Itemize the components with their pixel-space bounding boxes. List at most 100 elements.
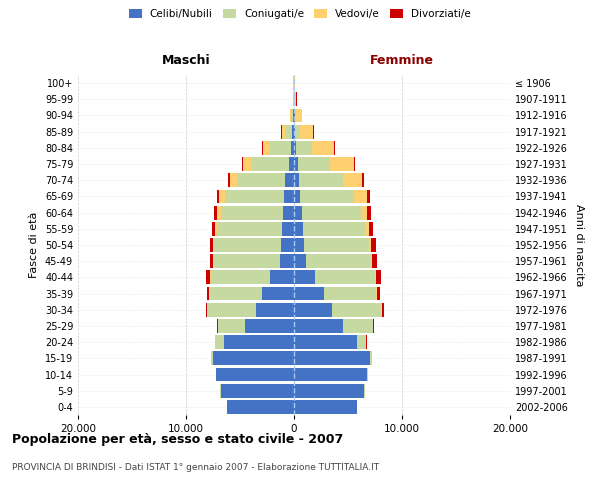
Bar — [294, 157, 298, 171]
Bar — [206, 303, 207, 316]
Bar — [302, 206, 361, 220]
Text: PROVINCIA DI BRINDISI - Dati ISTAT 1° gennaio 2007 - Elaborazione TUTTITALIA.IT: PROVINCIA DI BRINDISI - Dati ISTAT 1° ge… — [12, 462, 379, 471]
Bar — [299, 174, 343, 187]
Bar — [293, 108, 294, 122]
Bar — [294, 384, 364, 398]
Bar — [280, 254, 294, 268]
Bar — [210, 270, 211, 284]
Bar — [214, 206, 217, 220]
Y-axis label: Fasce di età: Fasce di età — [29, 212, 39, 278]
Bar — [354, 157, 355, 171]
Y-axis label: Anni di nascita: Anni di nascita — [574, 204, 584, 286]
Bar — [211, 352, 213, 365]
Bar — [215, 222, 217, 235]
Bar — [237, 174, 286, 187]
Bar — [256, 303, 294, 316]
Bar — [294, 352, 370, 365]
Bar — [217, 190, 220, 203]
Bar — [214, 254, 280, 268]
Bar — [291, 108, 293, 122]
Bar — [281, 238, 294, 252]
Bar — [294, 336, 356, 349]
Bar — [228, 174, 230, 187]
Text: Popolazione per età, sesso e stato civile - 2007: Popolazione per età, sesso e stato civil… — [12, 432, 343, 446]
Bar — [217, 222, 282, 235]
Bar — [295, 108, 296, 122]
Bar — [286, 174, 294, 187]
Bar — [302, 222, 365, 235]
Bar — [213, 352, 294, 365]
Legend: Celibi/Nubili, Coniugati/e, Vedovi/e, Divorziati/e: Celibi/Nubili, Coniugati/e, Vedovi/e, Di… — [125, 5, 475, 24]
Bar — [230, 174, 237, 187]
Bar — [210, 286, 262, 300]
Bar — [211, 270, 270, 284]
Bar — [367, 206, 371, 220]
Bar — [285, 125, 292, 138]
Bar — [324, 286, 376, 300]
Bar — [270, 270, 294, 284]
Bar — [212, 222, 215, 235]
Bar — [301, 190, 355, 203]
Bar — [284, 190, 294, 203]
Bar — [377, 286, 380, 300]
Bar — [281, 125, 285, 138]
Bar — [370, 352, 372, 365]
Bar — [343, 319, 373, 333]
Bar — [371, 254, 372, 268]
Bar — [291, 141, 294, 154]
Bar — [294, 108, 295, 122]
Bar — [294, 190, 301, 203]
Bar — [355, 190, 367, 203]
Bar — [373, 319, 374, 333]
Bar — [206, 270, 210, 284]
Text: Femmine: Femmine — [370, 54, 434, 68]
Bar — [295, 125, 301, 138]
Bar — [283, 206, 294, 220]
Bar — [216, 368, 294, 382]
Bar — [294, 222, 302, 235]
Bar — [214, 238, 281, 252]
Bar — [225, 190, 284, 203]
Bar — [294, 125, 295, 138]
Bar — [221, 384, 294, 398]
Bar — [213, 254, 214, 268]
Bar — [306, 254, 371, 268]
Bar — [294, 174, 299, 187]
Bar — [262, 286, 294, 300]
Bar — [298, 157, 330, 171]
Bar — [224, 336, 294, 349]
Bar — [294, 286, 324, 300]
Bar — [294, 400, 356, 414]
Bar — [263, 141, 269, 154]
Bar — [245, 319, 294, 333]
Bar — [295, 92, 296, 106]
Bar — [371, 238, 376, 252]
Bar — [304, 238, 368, 252]
Bar — [294, 238, 304, 252]
Bar — [294, 319, 343, 333]
Bar — [382, 303, 384, 316]
Bar — [365, 222, 369, 235]
Bar — [294, 368, 367, 382]
Bar — [227, 400, 294, 414]
Bar — [215, 336, 224, 349]
Bar — [296, 141, 313, 154]
Bar — [343, 174, 362, 187]
Bar — [220, 190, 225, 203]
Bar — [372, 254, 377, 268]
Bar — [376, 270, 381, 284]
Bar — [210, 254, 213, 268]
Bar — [294, 206, 302, 220]
Bar — [208, 303, 256, 316]
Bar — [332, 303, 382, 316]
Bar — [213, 238, 214, 252]
Bar — [217, 206, 221, 220]
Bar — [243, 157, 251, 171]
Bar — [218, 319, 245, 333]
Bar — [356, 336, 367, 349]
Text: Maschi: Maschi — [161, 54, 211, 68]
Bar — [269, 141, 291, 154]
Bar — [217, 319, 218, 333]
Bar — [221, 206, 283, 220]
Bar — [294, 270, 314, 284]
